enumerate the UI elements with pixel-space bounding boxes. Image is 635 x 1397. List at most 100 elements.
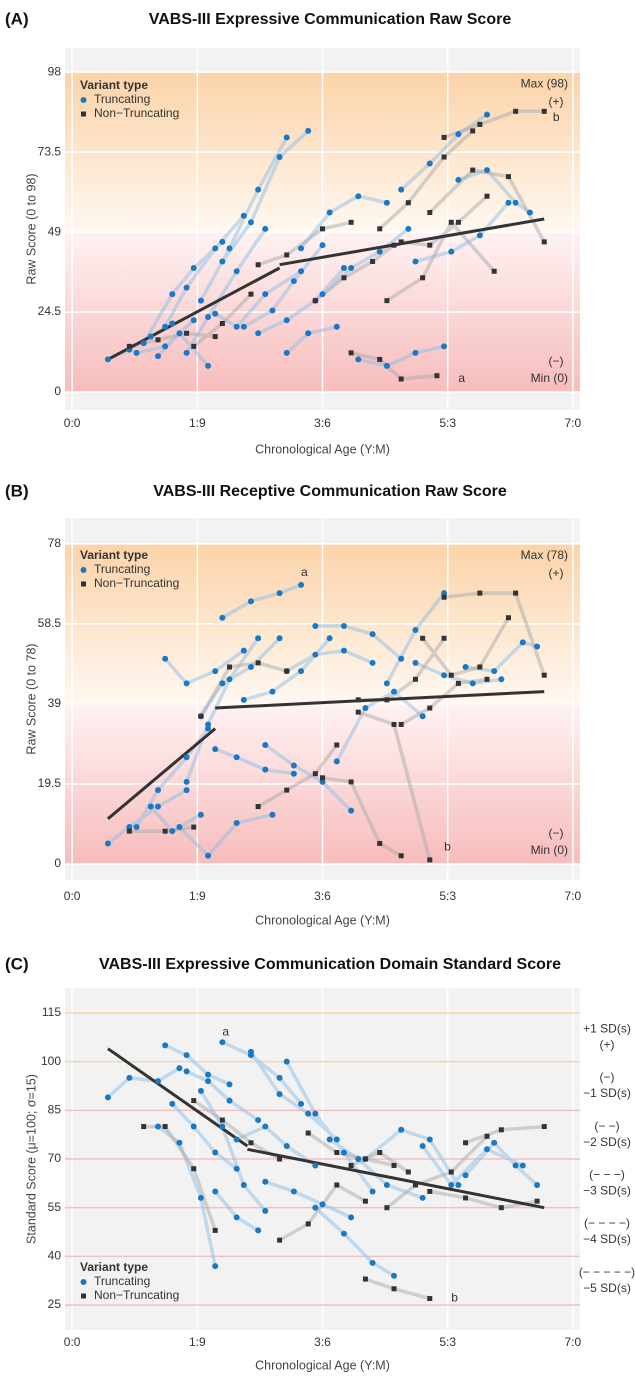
point	[240, 696, 247, 703]
point	[513, 590, 519, 596]
point	[247, 219, 254, 226]
x-tick-label: 7:0	[565, 1335, 582, 1349]
point	[262, 1207, 269, 1214]
x-tick-label: 1:9	[189, 416, 206, 430]
y-tick-label: 39	[48, 696, 62, 710]
point	[162, 323, 169, 330]
point	[505, 199, 512, 206]
point	[226, 1097, 233, 1104]
point	[369, 631, 376, 638]
y-tick-label: 25	[48, 1297, 62, 1311]
point	[219, 258, 226, 265]
point	[262, 1123, 269, 1130]
point	[226, 1081, 233, 1088]
y-tick-label: 78	[48, 536, 62, 550]
point	[126, 824, 133, 831]
point	[205, 1071, 212, 1078]
y-axis-title: Raw Score (0 to 78)	[24, 643, 38, 754]
point	[441, 343, 448, 350]
panel-label: (C)	[5, 954, 29, 973]
point	[512, 199, 519, 206]
point	[205, 1078, 212, 1085]
point	[233, 1136, 240, 1143]
point	[505, 615, 511, 621]
x-tick-label: 5:3	[439, 416, 456, 430]
x-axis-title: Chronological Age (Y:M)	[255, 913, 390, 927]
point	[505, 174, 511, 180]
point	[312, 298, 318, 304]
point	[212, 310, 219, 317]
point	[383, 680, 390, 687]
point	[197, 1087, 204, 1094]
point	[326, 1136, 333, 1143]
point	[383, 199, 390, 206]
point	[305, 1130, 311, 1136]
point	[513, 108, 519, 114]
legend-title: Variant type	[80, 548, 148, 562]
sd-label: −3 SD(s)	[583, 1184, 631, 1198]
point	[176, 1139, 183, 1146]
panel-label: (B)	[5, 481, 29, 500]
point	[319, 291, 326, 298]
point	[426, 1136, 433, 1143]
point	[126, 343, 132, 349]
point	[420, 275, 426, 281]
point	[262, 291, 269, 298]
point	[240, 212, 247, 219]
trend-line	[107, 266, 281, 361]
sd-label: (− − −)	[589, 1168, 625, 1182]
point	[233, 268, 240, 275]
point	[427, 705, 433, 711]
point	[519, 1162, 526, 1169]
point	[319, 778, 326, 785]
point	[305, 1110, 312, 1117]
point	[412, 258, 419, 265]
point	[398, 1126, 405, 1133]
point	[247, 1048, 254, 1055]
point	[255, 1117, 262, 1124]
point	[104, 356, 111, 363]
point	[269, 811, 276, 818]
point	[255, 635, 262, 642]
legend-label: Non−Truncating	[94, 106, 179, 120]
point	[441, 594, 447, 600]
point	[126, 828, 132, 834]
point	[276, 1074, 283, 1081]
sd-label: −5 SD(s)	[583, 1281, 631, 1295]
point	[455, 1181, 462, 1188]
point	[284, 787, 290, 793]
point	[205, 852, 212, 859]
point	[248, 291, 254, 297]
point	[290, 762, 297, 769]
point	[219, 614, 226, 621]
point	[212, 1263, 219, 1270]
point-note: b	[444, 840, 451, 854]
point	[147, 803, 154, 810]
point	[277, 1237, 283, 1243]
point	[104, 1094, 111, 1101]
point	[290, 278, 297, 285]
point	[283, 1143, 290, 1150]
point-note: a	[301, 565, 308, 579]
chart-title: VABS-III Expressive Communication Raw Sc…	[149, 11, 512, 28]
point	[255, 262, 261, 268]
point	[219, 1123, 226, 1130]
point	[154, 1123, 161, 1130]
x-tick-label: 5:3	[439, 1335, 456, 1349]
sd-label: −1 SD(s)	[583, 1086, 631, 1100]
point	[276, 590, 283, 597]
point	[205, 313, 212, 320]
point	[255, 1227, 262, 1234]
point	[298, 1100, 305, 1107]
point	[226, 245, 233, 252]
point	[276, 1091, 283, 1098]
point	[377, 356, 383, 362]
point	[348, 265, 355, 272]
point	[104, 840, 111, 847]
legend-marker	[81, 111, 86, 117]
x-tick-label: 7:0	[565, 416, 582, 430]
point	[284, 668, 290, 674]
point	[219, 1039, 226, 1046]
point	[162, 1124, 168, 1130]
point	[240, 1181, 247, 1188]
